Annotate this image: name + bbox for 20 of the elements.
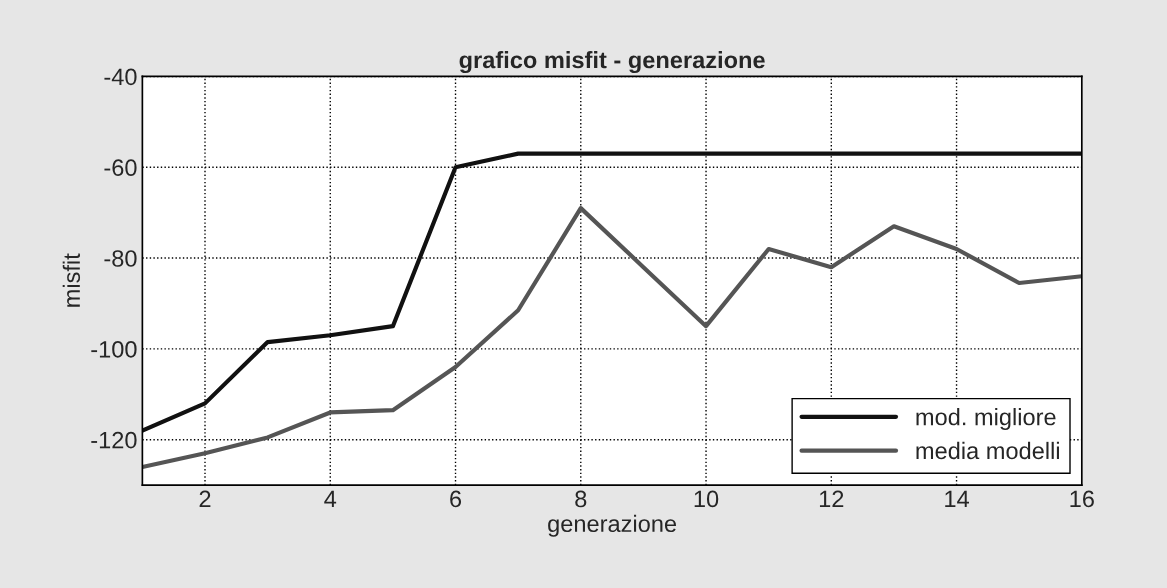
x-axis-title: generazione: [548, 514, 677, 537]
y-tick-label: -40: [104, 68, 137, 86]
x-tick-label: 8: [575, 490, 587, 508]
y-tick-label: -100: [91, 340, 137, 358]
x-tick-label: 2: [199, 490, 211, 508]
y-tick-label: -120: [91, 431, 137, 449]
legend-label: mod. migliore: [916, 408, 1056, 431]
x-tick-label: 12: [819, 490, 844, 508]
chart-title: grafico misfit - generazione: [459, 51, 765, 74]
line-series: [142, 206, 1082, 470]
y-axis-title: misfit: [62, 253, 81, 307]
x-tick-label: 10: [694, 490, 719, 508]
x-tick-label: 14: [945, 490, 969, 508]
x-tick-label: 6: [450, 490, 462, 508]
y-tick-label: -60: [104, 159, 137, 177]
y-tick-label: -80: [104, 250, 137, 267]
x-tick-label: 16: [1070, 490, 1094, 508]
x-tick-label: 4: [324, 490, 337, 508]
line-series: [142, 151, 1082, 433]
legend-label: media modelli: [916, 441, 1059, 460]
